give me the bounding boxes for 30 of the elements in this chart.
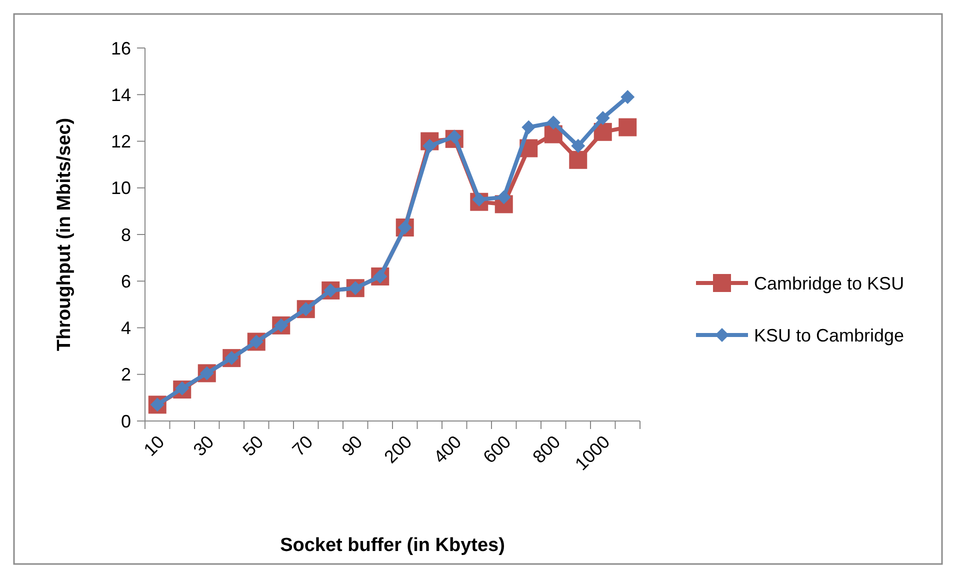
point bbox=[569, 150, 588, 169]
legend-label: KSU to Cambridge bbox=[754, 325, 904, 346]
x-tick-label: 70 bbox=[288, 432, 317, 460]
y-tick-label: 10 bbox=[110, 178, 131, 198]
y-tick-label: 12 bbox=[110, 132, 131, 152]
x-tick-label: 50 bbox=[238, 432, 268, 460]
x-tick-label: 400 bbox=[430, 432, 466, 468]
y-tick-label: 16 bbox=[110, 38, 131, 58]
x-tick-label: 600 bbox=[479, 432, 515, 468]
x-tick-label: 200 bbox=[380, 432, 416, 468]
y-tick-label: 0 bbox=[120, 411, 131, 432]
legend-label: Cambridge to KSU bbox=[754, 273, 904, 294]
point bbox=[618, 118, 637, 136]
point bbox=[620, 90, 635, 104]
y-tick-label: 2 bbox=[120, 364, 131, 385]
point bbox=[522, 120, 536, 134]
y-tick-label: 8 bbox=[120, 224, 131, 245]
x-tick-label: 800 bbox=[528, 432, 564, 468]
y-tick-label: 6 bbox=[120, 271, 131, 292]
point bbox=[594, 122, 612, 141]
point bbox=[596, 110, 610, 125]
x-tick-label: 10 bbox=[140, 432, 168, 460]
point bbox=[546, 116, 560, 130]
x-axis-title: Socket buffer (in Kbytes) bbox=[280, 535, 505, 556]
y-tick-label: 14 bbox=[110, 84, 131, 105]
y-tick-label: 4 bbox=[120, 318, 131, 338]
y-axis-title: Throughput (in Mbits/sec) bbox=[54, 118, 75, 352]
point bbox=[571, 138, 586, 153]
x-tick-label: 90 bbox=[338, 432, 366, 460]
x-tick-label: 30 bbox=[189, 432, 218, 460]
